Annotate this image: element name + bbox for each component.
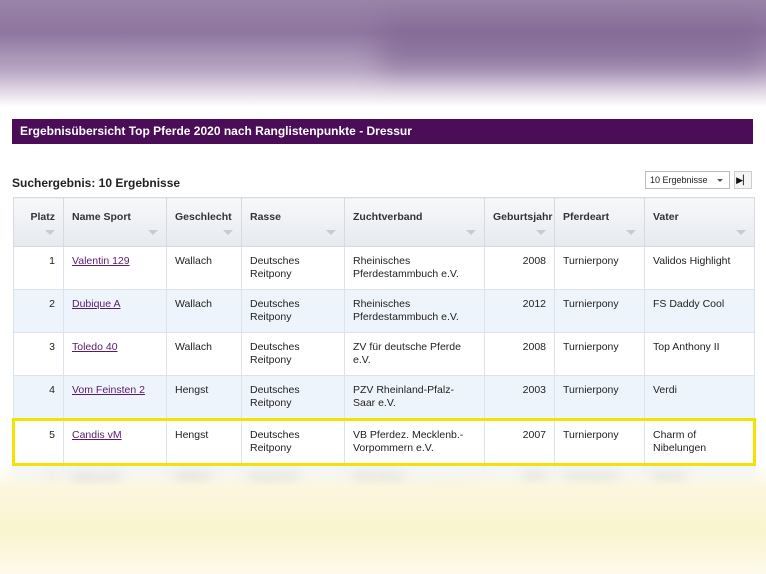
table-row: 3 Toledo 40 Wallach Deutsches Reitpony ZV fü… (13, 332, 755, 376)
column-header[interactable]: Name Sport (63, 197, 167, 247)
table-cell: Turnierpony (554, 289, 645, 333)
table-cell: 5 (12, 418, 64, 466)
table-cell: 2 (13, 289, 64, 333)
table-cell: Verdi (644, 375, 755, 420)
table-cell: PZV Rheinland-Pfalz-Saar e.V. (344, 375, 485, 420)
table-cell: Charm of Nibelungen (644, 418, 756, 466)
table-cell: Deutsches Reitpony (241, 289, 345, 333)
table-cell: Deutsches Reitpony (241, 332, 345, 376)
last-page-button[interactable]: ▶▏ (734, 171, 752, 189)
table-cell: Wallach (166, 289, 242, 333)
table-cell: Rheinisches Pferdestammbuch e.V. (344, 289, 485, 333)
table-cell: ZV für deutsche Pferde e.V. (344, 332, 485, 376)
table-cell: 1 (13, 246, 64, 290)
horse-link[interactable]: Candis vM (72, 429, 122, 441)
table-row: 4 Vom Feinsten 2 Hengst Deutsches Reitpony P… (13, 375, 755, 420)
table-cell: Dubique A (63, 289, 167, 333)
table-cell: Deutsches Reitpony (241, 418, 345, 466)
table-cell: Deutsches Reitpony (241, 375, 345, 420)
table-cell: Validos Highlight (644, 246, 755, 290)
page-title: Ergebnisübersicht Top Pferde 2020 nach R… (12, 119, 753, 144)
table-cell: 2012 (484, 289, 555, 333)
table-row: 2 Dubique A Wallach Deutsches Reitpony Rhein… (13, 289, 755, 333)
result-count: Suchergebnis: 10 Ergebnisse (12, 176, 181, 190)
table-cell: Wallach (166, 246, 242, 290)
table-cell: Deutsches Reitpony (241, 246, 345, 290)
column-header[interactable]: Vater (644, 197, 755, 247)
table-cell: Turnierpony (554, 418, 645, 466)
column-header[interactable]: Geschlecht (166, 197, 242, 247)
table-cell: FS Daddy Cool (644, 289, 755, 333)
table-cell: 2008 (484, 332, 555, 376)
table-cell: Hengst (166, 375, 242, 420)
table-cell: 4 (13, 375, 64, 420)
horse-link[interactable]: Vom Feinsten 2 (72, 384, 145, 396)
table-cell: Rheinisches Pferdestammbuch e.V. (344, 246, 485, 290)
table-cell: Toledo 40 (63, 332, 167, 376)
page-size-select[interactable]: 10 Ergebnisse (645, 171, 730, 189)
column-header[interactable]: Platz (13, 197, 64, 247)
table-cell: 2007 (484, 418, 555, 466)
table-cell: VB Pferdez. Mecklenb.-Vorpommern e.V. (344, 418, 485, 466)
table-cell: Top Anthony II (644, 332, 755, 376)
table-cell: Hengst (166, 418, 242, 466)
table-cell: Turnierpony (554, 332, 645, 376)
table-cell: 3 (13, 332, 64, 376)
header-row: Platz Name Sport Geschlecht Rasse Zuchtverba… (13, 197, 755, 247)
horse-link[interactable]: Toledo 40 (72, 341, 118, 353)
column-header[interactable]: Rasse (241, 197, 345, 247)
blurred-banner (0, 0, 766, 107)
column-header[interactable]: Geburtsjahr (484, 197, 555, 247)
table-cell: Vom Feinsten 2 (63, 375, 167, 420)
horse-link[interactable]: Valentin 129 (72, 255, 130, 267)
table-cell: 2003 (484, 375, 555, 420)
table-cell: Candis vM (63, 418, 167, 466)
table-cell: Turnierpony (554, 375, 645, 420)
blurred-footer (0, 466, 766, 574)
table-cell: Wallach (166, 332, 242, 376)
horse-link[interactable]: Dubique A (72, 298, 121, 310)
table-row: 5 Candis vM Hengst Deutsches Reitpony VB Pfe… (12, 418, 756, 466)
table-row: 1 Valentin 129 Wallach Deutsches Reitpony Rh… (13, 246, 755, 290)
table-cell: Valentin 129 (63, 246, 167, 290)
column-header[interactable]: Pferdeart (554, 197, 645, 247)
table-cell: 2008 (484, 246, 555, 290)
table-cell: Turnierpony (554, 246, 645, 290)
column-header[interactable]: Zuchtverband (344, 197, 485, 247)
